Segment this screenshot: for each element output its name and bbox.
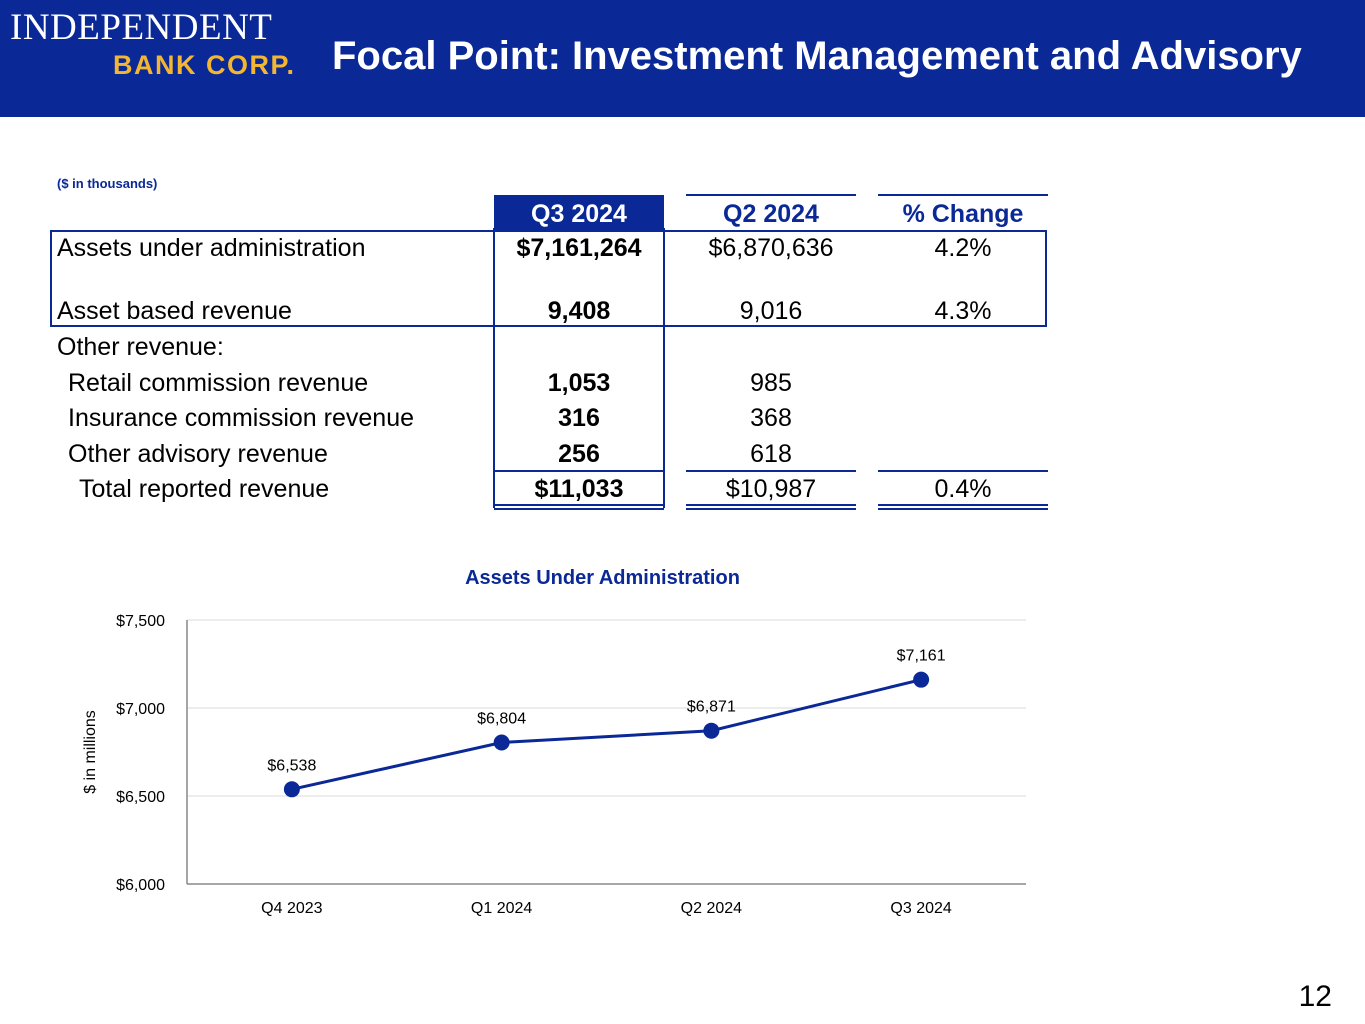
row-value-change: 4.2% xyxy=(934,234,992,262)
row-value-q2: 368 xyxy=(750,404,792,432)
row-value-q3: $7,161,264 xyxy=(516,234,642,262)
logo-text-bank-corp: BANK CORP. xyxy=(113,50,296,80)
row-value-q2: $6,870,636 xyxy=(708,234,834,262)
logo-text-independent: INDEPENDENT xyxy=(10,7,273,48)
total-top-rule-q2 xyxy=(686,470,856,472)
x-tick-label: Q1 2024 xyxy=(471,900,532,917)
total-double-rule-change xyxy=(878,504,1048,510)
row-value-q3: 316 xyxy=(558,404,600,432)
row-label-other-revenue: Other revenue: xyxy=(57,333,224,361)
total-double-rule-q2 xyxy=(686,504,856,510)
y-axis-label: $ in millions xyxy=(82,710,99,794)
row-value-q3: $11,033 xyxy=(534,475,624,503)
row-label-total-revenue: Total reported revenue xyxy=(79,475,330,503)
row-value-q2: 9,016 xyxy=(739,297,803,325)
q3-column-box xyxy=(493,228,665,508)
y-tick-label: $6,500 xyxy=(116,789,165,806)
x-tick-label: Q3 2024 xyxy=(890,900,951,917)
change-header-top-rule xyxy=(878,194,1048,196)
row-label-retail-commission: Retail commission revenue xyxy=(68,369,369,397)
total-top-rule-q3 xyxy=(494,470,664,472)
y-tick-label: $7,000 xyxy=(116,701,165,718)
total-top-rule-change xyxy=(878,470,1048,472)
data-point xyxy=(283,781,300,798)
x-tick-label: Q2 2024 xyxy=(681,900,742,917)
row-value-q3: 256 xyxy=(558,440,600,468)
row-label-assets-under-admin: Assets under administration xyxy=(57,234,366,262)
column-header-change: % Change xyxy=(902,200,1024,228)
y-tick-label: $7,500 xyxy=(116,613,165,630)
row-label-other-advisory: Other advisory revenue xyxy=(68,440,328,468)
chart-title: Assets Under Administration xyxy=(465,567,740,589)
column-header-q3: Q3 2024 xyxy=(531,200,627,228)
y-tick-label: $6,000 xyxy=(116,877,165,894)
data-point xyxy=(493,734,510,751)
highlight-box xyxy=(50,230,1047,327)
data-label: $7,161 xyxy=(897,648,946,665)
series-line xyxy=(291,678,922,791)
data-label: $6,538 xyxy=(267,757,316,774)
row-label-asset-based-revenue: Asset based revenue xyxy=(57,297,292,325)
units-note: ($ in thousands) xyxy=(57,176,158,191)
column-header-q2: Q2 2024 xyxy=(723,200,819,228)
row-value-q2: 985 xyxy=(750,369,792,397)
row-value-change: 4.3% xyxy=(934,297,992,325)
row-value-q3: 1,053 xyxy=(547,369,611,397)
data-label: $6,871 xyxy=(687,699,736,716)
q3-header-background xyxy=(494,195,664,230)
data-point xyxy=(913,671,930,688)
row-label-insurance-commission: Insurance commission revenue xyxy=(68,404,414,432)
total-double-rule-q3 xyxy=(494,504,664,510)
data-label: $6,804 xyxy=(477,710,526,727)
page-title: Focal Point: Investment Management and A… xyxy=(332,34,1302,78)
row-value-q3: 9,408 xyxy=(547,297,611,325)
header-banner: INDEPENDENT BANK CORP. Focal Point: Inve… xyxy=(0,0,1365,117)
q2-header-top-rule xyxy=(686,194,856,196)
data-point xyxy=(703,722,720,739)
page-number: 12 xyxy=(1298,980,1332,1013)
row-value-q2: 618 xyxy=(750,440,792,468)
row-value-q2: $10,987 xyxy=(725,475,817,503)
x-tick-label: Q4 2023 xyxy=(261,900,322,917)
row-value-change: 0.4% xyxy=(934,475,992,503)
